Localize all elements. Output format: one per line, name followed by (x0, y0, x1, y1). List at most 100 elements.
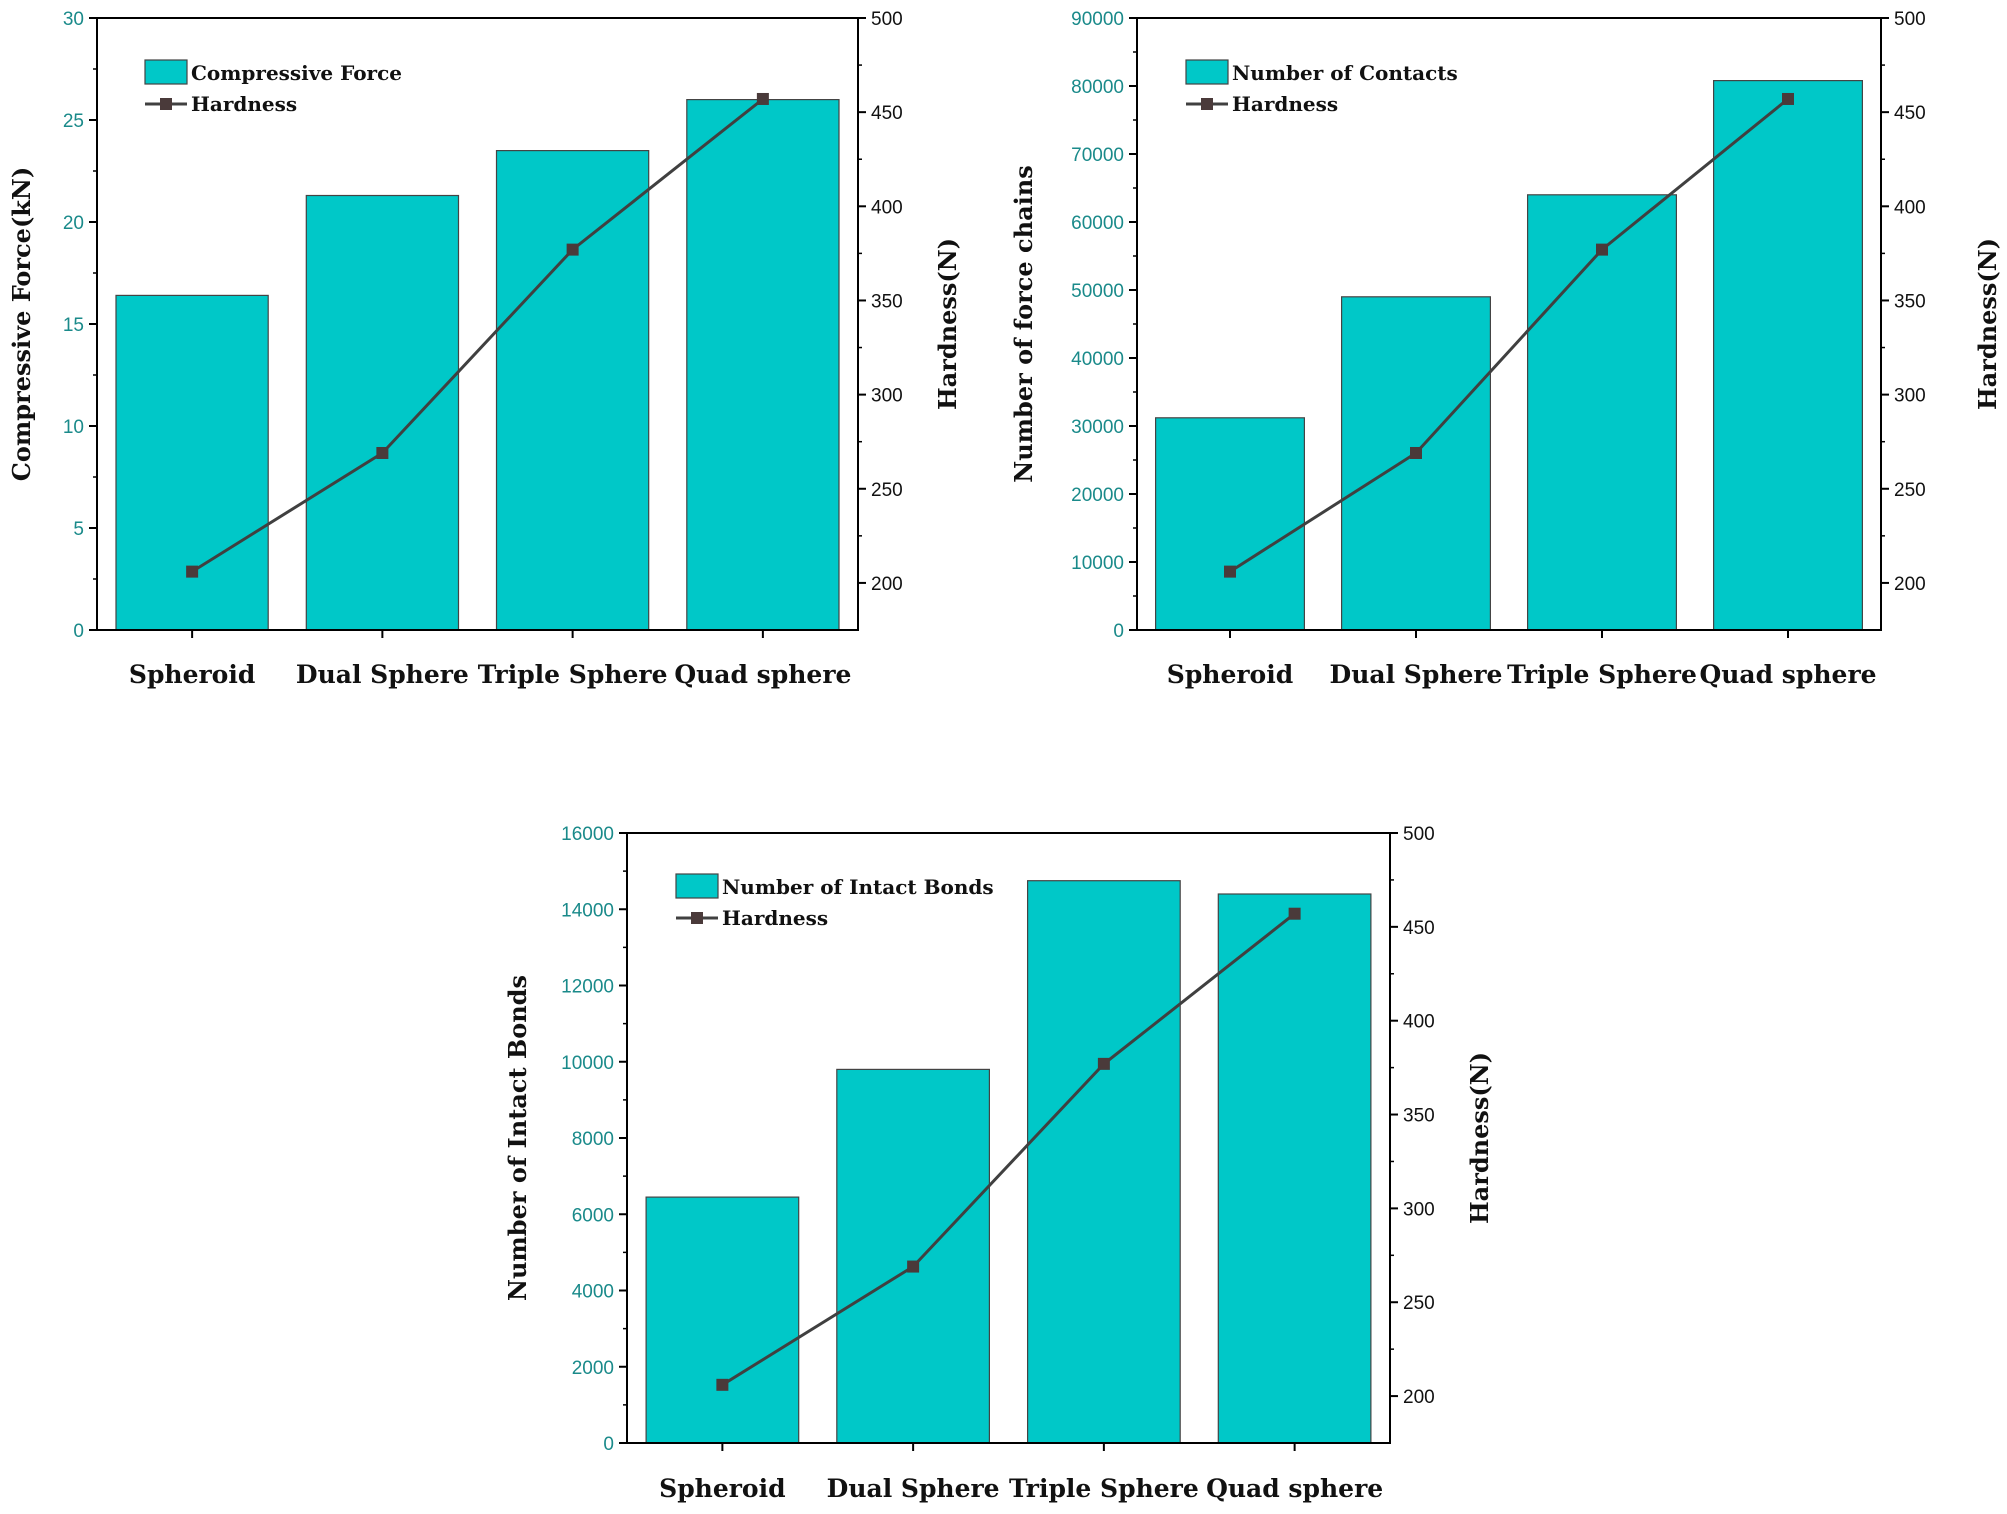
left-tick-label: 12000 (561, 977, 614, 998)
left-tick-label: 6000 (572, 1205, 614, 1226)
left-tick-label: 90000 (1071, 9, 1124, 30)
hardness-line (721, 912, 1296, 1387)
right-tick-label: 400 (871, 197, 903, 218)
hardness-point (566, 243, 579, 256)
category-label: Spheroid (659, 1474, 785, 1503)
left-tick-label: 30000 (1071, 417, 1124, 438)
hardness-point (1224, 565, 1236, 578)
hardness-point (1288, 907, 1301, 920)
hardness-point (186, 565, 199, 578)
left-tick-label: 20000 (1071, 485, 1124, 506)
legend-line-marker (160, 98, 172, 110)
right-tick-label: 200 (871, 574, 903, 595)
legend: Number of Intact Bonds Hardness (675, 873, 994, 930)
bar-triple-sphere (1026, 880, 1181, 1444)
category-label: Dual Sphere (1330, 660, 1503, 689)
hardness-point (1782, 92, 1794, 105)
left-tick-label: 14000 (561, 900, 614, 921)
bar-spheroid (1154, 417, 1305, 631)
left-tick-label: 25 (63, 111, 84, 132)
left-tick-label: 30 (63, 9, 84, 30)
legend-line-marker (691, 912, 703, 924)
bar-dual-sphere (305, 194, 460, 631)
chart-panel-2: 0 10000 20000 30000 40000 50000 60000 70000 8000… (1009, 9, 2002, 689)
category-label: Spheroid (129, 660, 255, 689)
left-tick-label: 4000 (572, 1282, 614, 1303)
category-label: Triple Sphere (1507, 660, 1697, 689)
legend-line-label: Hardness (191, 92, 297, 116)
hardness-point (716, 1378, 729, 1391)
right-tick-label: 500 (871, 9, 903, 30)
category-label: Spheroid (1167, 660, 1293, 689)
hardness-line (191, 97, 764, 573)
y-axis-title: Compressive Force(kN) (7, 167, 36, 481)
left-tick-label: 60000 (1071, 213, 1124, 234)
right-tick-label: 500 (1894, 9, 1926, 30)
legend-bar-swatch (1185, 59, 1229, 85)
bar-quad-sphere (686, 98, 840, 631)
category-label: Quad sphere (674, 660, 851, 689)
legend-line-label: Hardness (1232, 92, 1338, 116)
legend-line-marker (1201, 98, 1213, 110)
bar-triple-sphere (1526, 194, 1677, 631)
category-label: Quad sphere (1206, 1474, 1383, 1503)
left-tick-label: 0 (603, 1434, 614, 1455)
hardness-point (376, 446, 389, 459)
left-tick-label: 8000 (572, 1129, 614, 1150)
hardness-line (1229, 97, 1789, 573)
left-tick-label: 40000 (1071, 349, 1124, 370)
right-tick-label: 200 (1403, 1387, 1435, 1408)
right-tick-label: 500 (1403, 824, 1435, 845)
right-tick-label: 250 (1403, 1293, 1435, 1314)
left-tick-label: 20 (63, 213, 84, 234)
right-tick-label: 450 (1403, 918, 1435, 939)
category-label: Triple Sphere (1009, 1474, 1199, 1503)
left-tick-label: 10 (63, 417, 84, 438)
bar-triple-sphere (495, 150, 650, 631)
left-tick-label: 50000 (1071, 281, 1124, 302)
right-tick-label: 300 (1894, 386, 1926, 407)
right-tick-label: 300 (871, 386, 903, 407)
left-tick-label: 10000 (1071, 553, 1124, 574)
chart-panel-1: 0 5 10 15 20 25 30 200 250 300 350 400 450 500 Spheroi… (7, 9, 962, 689)
y-axis-title: Number of force chains (1009, 165, 1038, 482)
right-tick-label: 350 (1894, 291, 1926, 312)
category-label: Quad sphere (1699, 660, 1876, 689)
bar-dual-sphere (1340, 296, 1491, 631)
right-tick-label: 200 (1894, 574, 1926, 595)
bar-spheroid (115, 294, 269, 631)
bar-quad-sphere (1217, 893, 1372, 1444)
right-tick-label: 400 (1894, 197, 1926, 218)
hardness-point (907, 1260, 920, 1273)
legend-bar-label: Compressive Force (191, 61, 402, 85)
chart-panel-3: 0 2000 4000 6000 8000 10000 12000 14000 16000 200… (503, 824, 1494, 1503)
hardness-point (756, 92, 769, 105)
legend-bar-swatch (144, 59, 188, 85)
right-tick-label: 300 (1403, 1199, 1435, 1220)
left-tick-label: 2000 (572, 1358, 614, 1379)
left-tick-label: 5 (73, 519, 84, 540)
left-tick-label: 15 (63, 315, 84, 336)
category-label: Dual Sphere (827, 1474, 1000, 1503)
right-tick-label: 350 (871, 291, 903, 312)
legend: Compressive Force Hardness (144, 59, 402, 116)
y2-axis-title: Hardness(N) (1973, 238, 2002, 410)
bar-dual-sphere (836, 1068, 990, 1444)
right-tick-label: 250 (1894, 480, 1926, 501)
legend-bar-label: Number of Intact Bonds (722, 875, 994, 899)
left-tick-label: 0 (73, 621, 84, 642)
left-tick-label: 70000 (1071, 145, 1124, 166)
hardness-point (1097, 1057, 1110, 1070)
bar-quad-sphere (1712, 79, 1863, 631)
category-label: Dual Sphere (296, 660, 469, 689)
right-tick-label: 350 (1403, 1106, 1435, 1127)
right-tick-label: 450 (871, 103, 903, 124)
legend-bar-label: Number of Contacts (1232, 61, 1458, 85)
right-tick-label: 250 (871, 480, 903, 501)
legend-bar-swatch (675, 873, 719, 899)
legend: Number of Contacts Hardness (1185, 59, 1458, 116)
hardness-point (1596, 243, 1608, 256)
left-tick-label: 10000 (561, 1053, 614, 1074)
right-tick-label: 400 (1403, 1012, 1435, 1033)
